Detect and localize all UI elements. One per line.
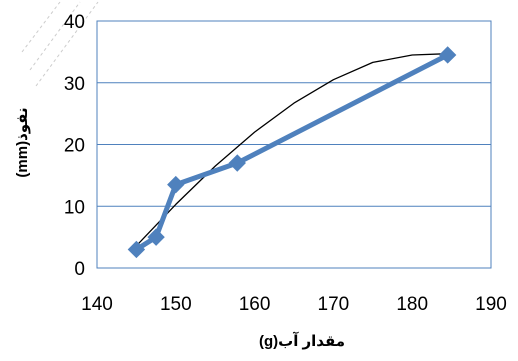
y-tick-label: 0 bbox=[74, 259, 85, 280]
y-tick-label: 20 bbox=[64, 136, 85, 157]
y-tick-label: 40 bbox=[64, 12, 85, 33]
x-axis-title: مقدار آب(g) bbox=[259, 332, 345, 350]
x-tick-label: 170 bbox=[318, 294, 350, 315]
series-layer bbox=[127, 46, 457, 259]
x-tick-label: 180 bbox=[396, 294, 428, 315]
data-point-marker bbox=[167, 175, 185, 194]
data-point-marker bbox=[127, 240, 146, 259]
data-point-marker bbox=[438, 46, 457, 64]
data-point-marker bbox=[228, 154, 246, 172]
y-tick-label: 30 bbox=[64, 74, 85, 95]
decorative-dashed-lines bbox=[21, 1, 99, 87]
y-tick-label: 10 bbox=[64, 197, 85, 218]
x-tick-labels: 140 150 160 170 180 190 bbox=[81, 294, 507, 315]
trendline bbox=[135, 53, 448, 247]
plot-area bbox=[96, 20, 492, 269]
data-point-marker bbox=[147, 228, 165, 246]
x-tick-label: 160 bbox=[239, 294, 271, 315]
x-tick-label: 150 bbox=[160, 294, 192, 315]
y-axis-title: نفوذ(mm) bbox=[14, 107, 31, 177]
x-tick-label: 190 bbox=[475, 294, 507, 315]
series-line bbox=[133, 52, 451, 252]
y-tick-labels: 0 10 20 30 40 bbox=[64, 12, 85, 280]
x-tick-label: 140 bbox=[81, 294, 113, 315]
trendline-layer bbox=[135, 53, 448, 247]
